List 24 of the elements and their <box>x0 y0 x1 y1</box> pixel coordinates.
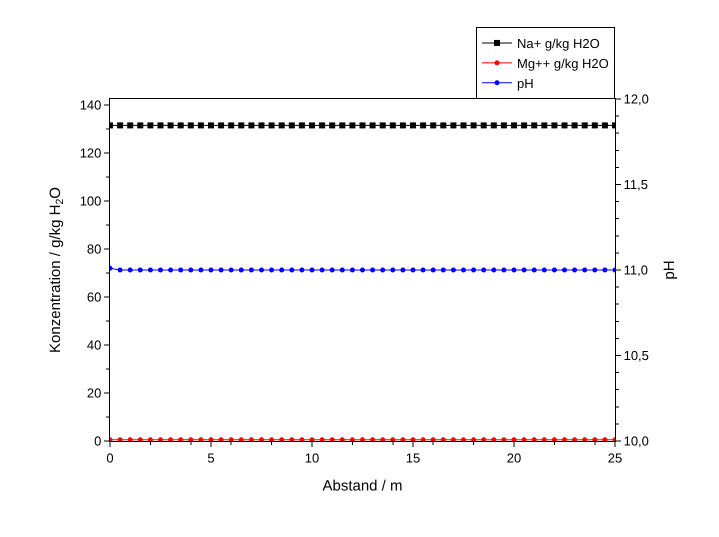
x-tick-label: 25 <box>608 450 622 466</box>
y-tick-label: 80 <box>86 242 102 257</box>
legend-label: Na+ g/kg H2O <box>517 36 600 52</box>
x-tick-label: 5 <box>207 450 215 466</box>
y-tick-label: 140 <box>80 98 102 113</box>
legend-label: Mg++ g/kg H2O <box>517 56 609 71</box>
x-tick-label: 0 <box>106 450 114 466</box>
y-tick-label: 0 <box>94 434 102 449</box>
y-tick-label: 20 <box>86 386 102 401</box>
y2-tick-label: 11,0 <box>624 262 648 278</box>
y2-axis-title: pH <box>660 260 678 280</box>
y-tick-label: 100 <box>80 194 102 209</box>
x-axis-title: Abstand / m <box>322 478 403 495</box>
x-tick-label: 20 <box>506 450 522 466</box>
y-tick-label: 40 <box>86 338 102 353</box>
x-tick-label: 15 <box>406 450 420 466</box>
x-tick-label: 10 <box>304 450 320 466</box>
legend-label: pH <box>517 76 534 91</box>
y2-tick-label: 10,5 <box>624 348 649 364</box>
y2-tick-label: 10,0 <box>624 434 649 449</box>
y2-tick-label: 11,5 <box>624 177 648 192</box>
y-tick-label: 60 <box>86 290 102 305</box>
y-tick-label: 120 <box>80 146 102 161</box>
y2-tick-label: 12,0 <box>624 92 649 107</box>
